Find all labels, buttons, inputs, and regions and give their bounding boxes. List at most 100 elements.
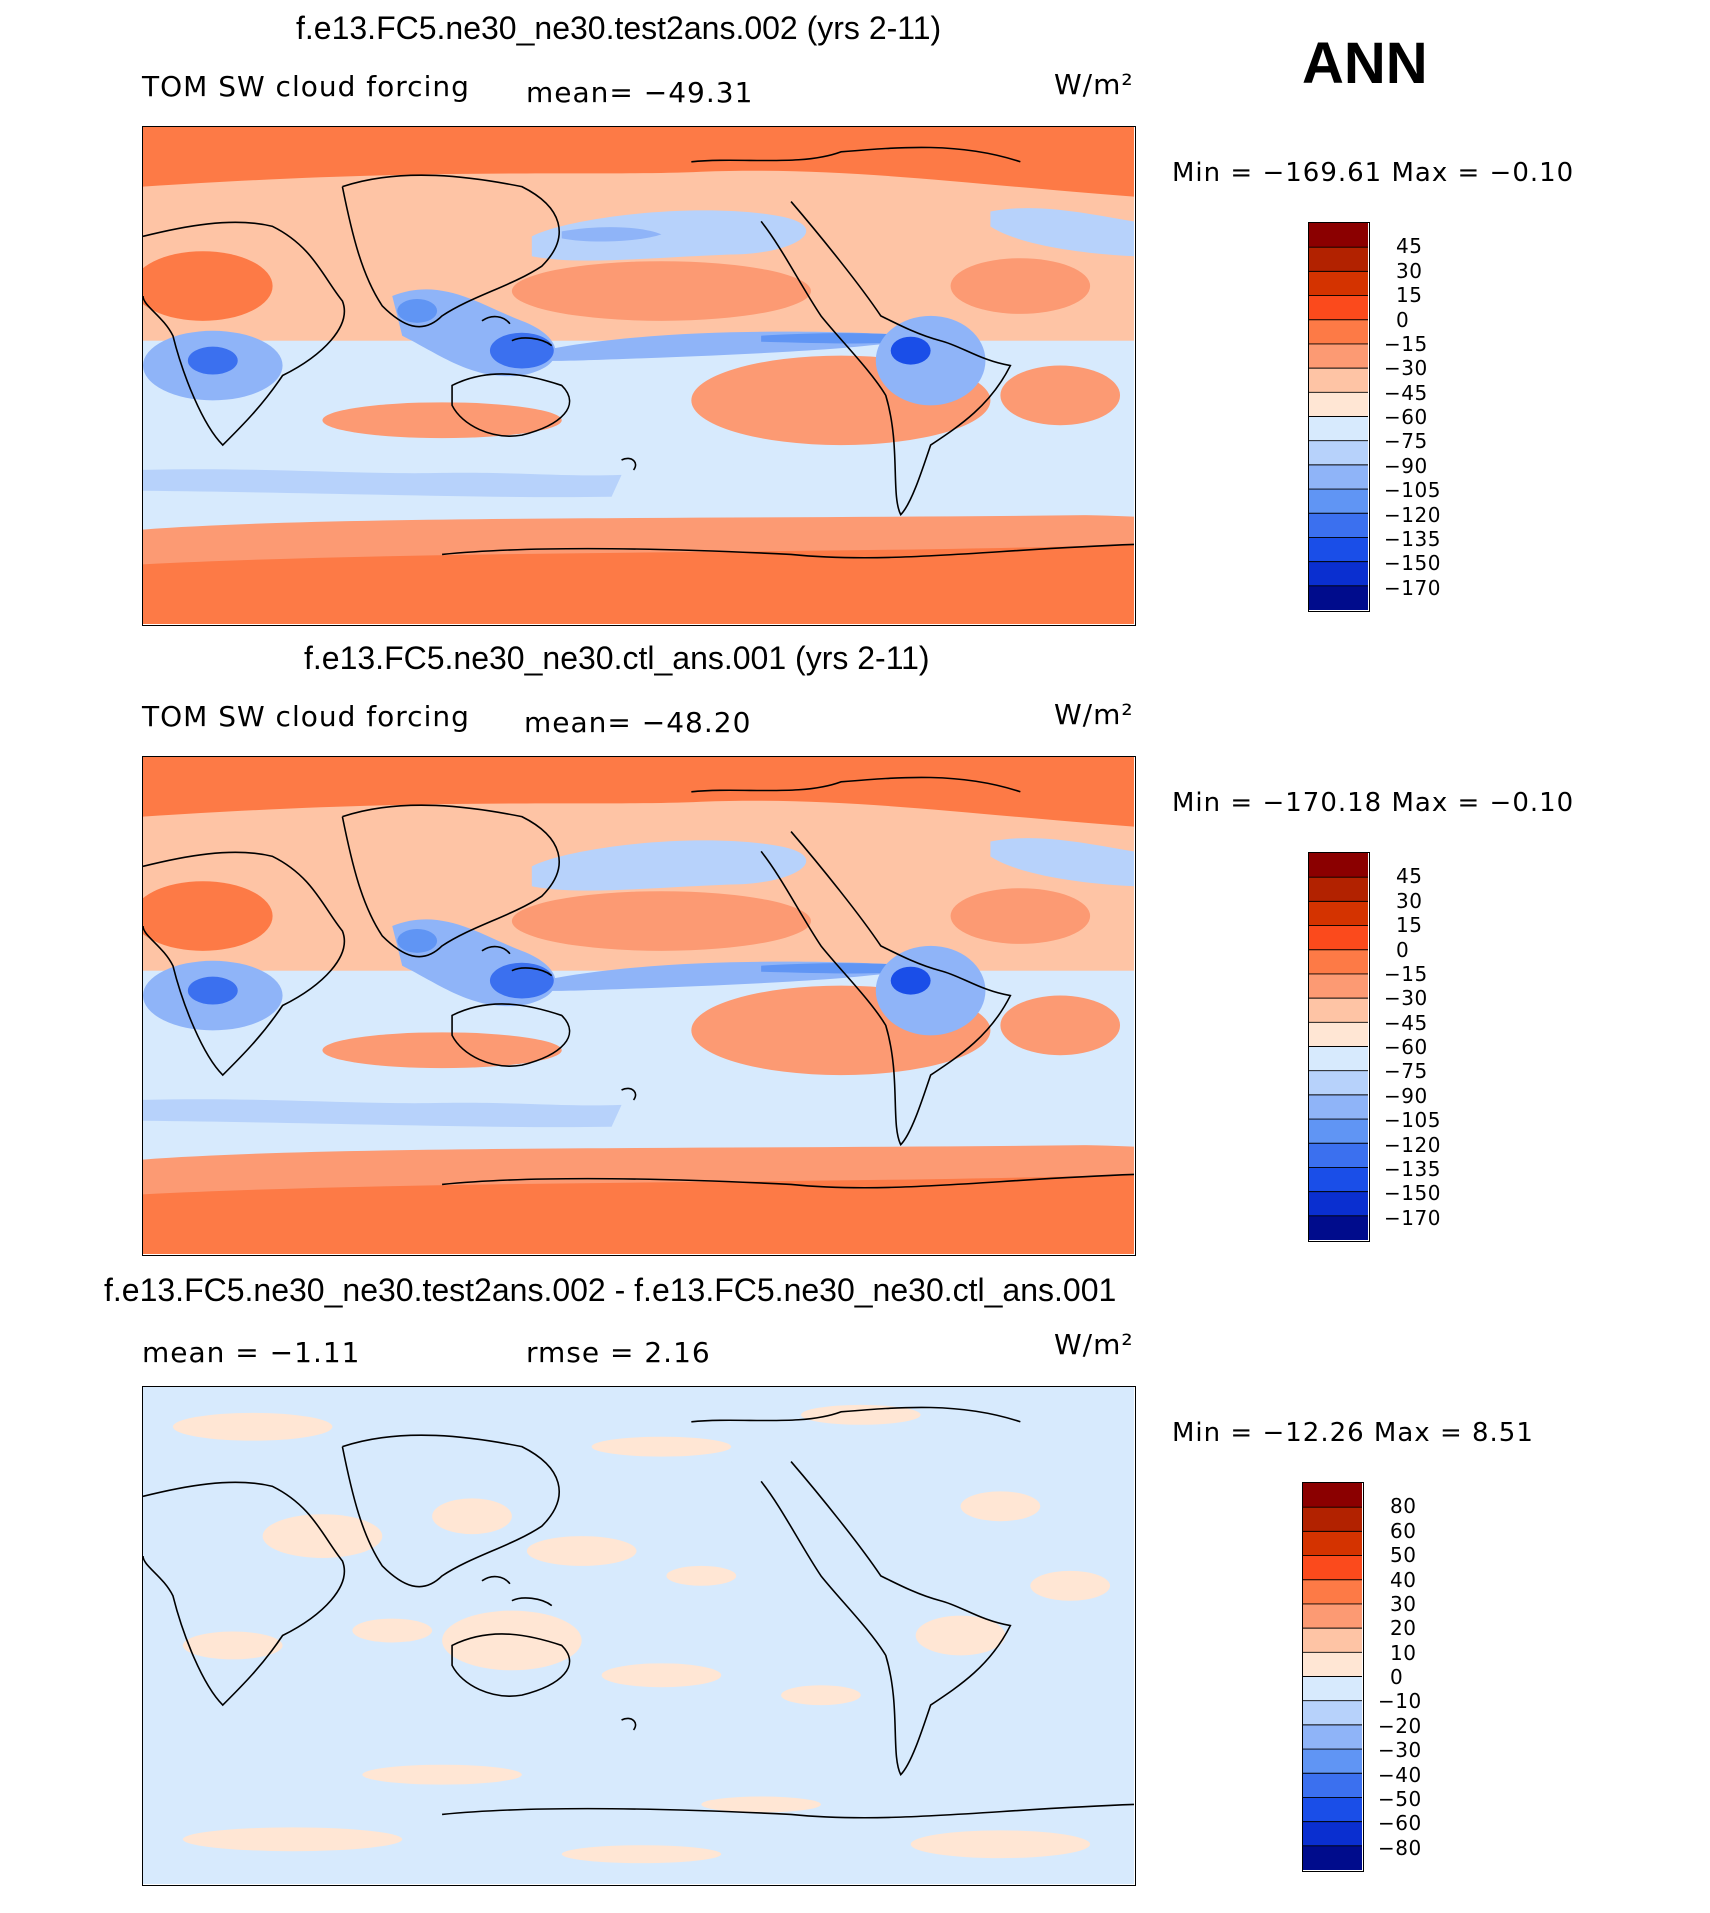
colorbar-tick-label: 60	[1390, 1518, 1417, 1543]
colorbar-tick-label: −60	[1378, 1811, 1422, 1836]
season-label: ANN	[1302, 31, 1428, 96]
colorbar-swatch	[1309, 1191, 1368, 1217]
colorbar-tick-label: 45	[1396, 864, 1423, 889]
colorbar-swatch	[1309, 1022, 1368, 1047]
colorbar-tick-label: −90	[1384, 453, 1428, 478]
colorbar-tick-label: −105	[1384, 1108, 1441, 1133]
colorbar-tick-label: 0	[1390, 1665, 1404, 1689]
colorbar-tick-label: 0	[1396, 937, 1410, 962]
panel-1-colorbar-svg	[1309, 223, 1368, 611]
colorbar-tick-label: −60	[1384, 1035, 1428, 1059]
colorbar-swatch	[1303, 1676, 1362, 1702]
colorbar-swatch	[1309, 853, 1368, 878]
colorbar-tick-label: −15	[1384, 961, 1428, 986]
colorbar-tick-label: −60	[1384, 405, 1428, 429]
colorbar-tick-label: 10	[1390, 1640, 1417, 1665]
colorbar-swatch	[1303, 1724, 1362, 1750]
panel-1-colorbar-labels: 45 30 15 0 −15 −30 −45 −60 −75 −90 −105 −120 −135 −15…	[1384, 222, 1484, 612]
colorbar-swatch	[1303, 1579, 1362, 1605]
colorbar-tick-label: 50	[1390, 1543, 1417, 1568]
colorbar-tick-label: −10	[1378, 1689, 1422, 1714]
colorbar-swatch	[1309, 271, 1368, 297]
panel-3-title: f.e13.FC5.ne30_ne30.test2ans.002 - f.e13…	[104, 1272, 1117, 1308]
colorbar-tick-label: −45	[1384, 380, 1428, 405]
colorbar-swatch	[1309, 877, 1368, 902]
colorbar-swatch	[1309, 416, 1368, 442]
colorbar-tick-label: −30	[1384, 986, 1428, 1011]
colorbar-swatch	[1303, 1797, 1362, 1823]
panel-3-map	[142, 1386, 1136, 1886]
colorbar-swatch	[1309, 368, 1368, 393]
colorbar-swatch	[1303, 1773, 1362, 1798]
panel-3-map-plot	[143, 1387, 1134, 1884]
panel-1-variable: TOM SW cloud forcing	[142, 70, 470, 103]
colorbar-tick-label: 15	[1396, 913, 1423, 938]
colorbar-swatch	[1309, 537, 1368, 563]
colorbar-swatch	[1309, 973, 1368, 999]
colorbar-swatch	[1303, 1652, 1362, 1677]
panel-2-minmax: Min = −170.18 Max = −0.10	[1172, 788, 1575, 818]
colorbar-tick-label: 40	[1390, 1567, 1417, 1592]
panel-1-title: f.e13.FC5.ne30_ne30.test2ans.002 (yrs 2-…	[296, 10, 942, 46]
colorbar-swatch	[1303, 1507, 1362, 1532]
colorbar-tick-label: −150	[1384, 1181, 1441, 1206]
panel-3-colorbar	[1302, 1482, 1364, 1872]
panel-3-rmse: rmse = 2.16	[526, 1336, 711, 1369]
colorbar-swatch	[1309, 489, 1368, 514]
panel-2-colorbar	[1308, 852, 1370, 1242]
colorbar-tick-label: −170	[1384, 575, 1441, 600]
colorbar-swatch	[1309, 343, 1368, 369]
panel-1-colorbar	[1308, 222, 1370, 612]
colorbar-swatch	[1309, 1070, 1368, 1096]
colorbar-swatch	[1309, 223, 1368, 248]
panel-2-colorbar-svg	[1309, 853, 1368, 1241]
colorbar-tick-label: −90	[1384, 1083, 1428, 1108]
colorbar-swatch	[1309, 513, 1368, 538]
colorbar-swatch	[1309, 998, 1368, 1023]
colorbar-swatch	[1303, 1628, 1362, 1653]
colorbar-swatch	[1309, 949, 1368, 975]
colorbar-tick-label: −170	[1384, 1205, 1441, 1230]
panel-1-units: W/m²	[1054, 68, 1134, 101]
panel-3-colorbar-labels: 80 60 50 40 30 20 10 0 −10 −20 −30 −40 −50 −60 −80	[1378, 1482, 1478, 1872]
colorbar-swatch	[1303, 1845, 1362, 1871]
colorbar-tick-label: −120	[1384, 502, 1441, 527]
colorbar-swatch	[1309, 561, 1368, 587]
colorbar-tick-label: −20	[1378, 1713, 1422, 1738]
colorbar-swatch	[1309, 925, 1368, 951]
colorbar-tick-label: 30	[1390, 1591, 1417, 1616]
colorbar-swatch	[1309, 1167, 1368, 1193]
colorbar-tick-label: −135	[1384, 526, 1441, 551]
panel-2-map	[142, 756, 1136, 1256]
panel-3-mean: mean = −1.11	[142, 1336, 361, 1369]
panel-2-mean: mean= −48.20	[524, 706, 752, 739]
colorbar-swatch	[1309, 585, 1368, 611]
colorbar-swatch	[1309, 901, 1368, 927]
panel-3-minmax: Min = −12.26 Max = 8.51	[1172, 1418, 1534, 1448]
colorbar-tick-label: 0	[1396, 307, 1410, 332]
colorbar-swatch	[1309, 1094, 1368, 1120]
colorbar-swatch	[1309, 247, 1368, 272]
panel-3-units: W/m²	[1054, 1328, 1134, 1361]
panel-2-colorbar-labels: 45 30 15 0 −15 −30 −45 −60 −75 −90 −105 −120 −135 −15…	[1384, 852, 1484, 1242]
colorbar-tick-label: 45	[1396, 234, 1423, 259]
panel-1-mean: mean= −49.31	[526, 76, 754, 109]
colorbar-tick-label: 80	[1390, 1494, 1417, 1519]
colorbar-tick-label: −75	[1384, 429, 1428, 454]
colorbar-tick-label: −150	[1384, 551, 1441, 576]
colorbar-tick-label: 20	[1390, 1616, 1417, 1641]
colorbar-tick-label: −120	[1384, 1132, 1441, 1157]
panel-2-units: W/m²	[1054, 698, 1134, 731]
colorbar-swatch	[1303, 1700, 1362, 1726]
colorbar-swatch	[1303, 1821, 1362, 1847]
colorbar-swatch	[1303, 1603, 1362, 1629]
colorbar-tick-label: −80	[1378, 1835, 1422, 1860]
colorbar-tick-label: −50	[1378, 1786, 1422, 1811]
colorbar-swatch	[1303, 1531, 1362, 1557]
panel-1-map-plot	[143, 127, 1134, 624]
panel-1-minmax: Min = −169.61 Max = −0.10	[1172, 158, 1575, 188]
colorbar-swatch	[1309, 1046, 1368, 1072]
colorbar-tick-label: 30	[1396, 888, 1423, 913]
colorbar-tick-label: −45	[1384, 1010, 1428, 1035]
colorbar-tick-label: −75	[1384, 1059, 1428, 1084]
